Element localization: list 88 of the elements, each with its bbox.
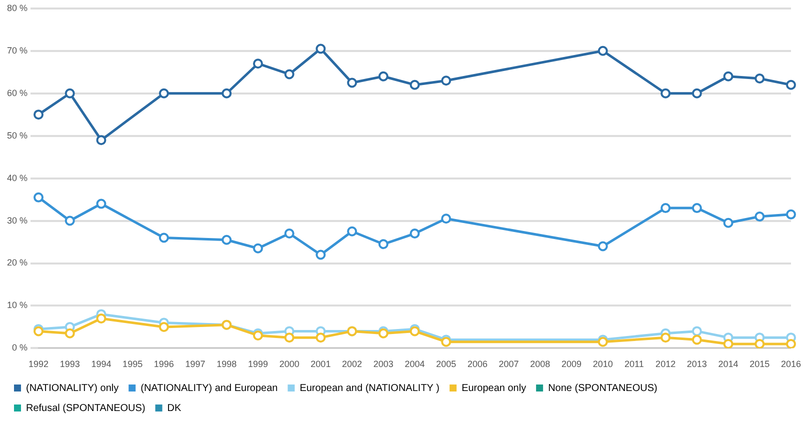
point bbox=[34, 192, 44, 202]
point bbox=[441, 214, 452, 224]
legend-label: None (SPONTANEOUS) bbox=[548, 382, 658, 394]
point bbox=[441, 76, 452, 86]
legend-label: (NATIONALITY) and European bbox=[140, 382, 278, 394]
point bbox=[660, 88, 671, 98]
legend-label: Refusal (SPONTANEOUS) bbox=[26, 402, 146, 414]
point bbox=[598, 241, 608, 252]
point bbox=[692, 334, 702, 345]
point bbox=[378, 239, 388, 250]
point bbox=[410, 80, 420, 90]
x-tick-label: 1999 bbox=[248, 359, 268, 370]
point bbox=[64, 216, 75, 226]
x-tick-label: 2007 bbox=[498, 359, 519, 370]
point bbox=[723, 71, 734, 82]
point bbox=[222, 88, 232, 98]
point bbox=[158, 322, 169, 332]
point bbox=[410, 228, 420, 239]
x-tick-label: 1994 bbox=[91, 359, 112, 370]
x-tick-label: 2002 bbox=[342, 359, 362, 370]
x-tick-label: 2012 bbox=[656, 359, 676, 370]
point bbox=[660, 332, 671, 343]
point bbox=[158, 232, 169, 243]
y-tick-label: 30 % bbox=[7, 215, 28, 226]
x-tick-label: 2016 bbox=[780, 359, 802, 370]
point bbox=[96, 135, 106, 146]
legend-label: DK bbox=[167, 402, 182, 414]
x-tick-label: 2001 bbox=[310, 359, 331, 370]
point bbox=[316, 332, 326, 343]
x-tick-label: 1993 bbox=[60, 359, 80, 370]
point bbox=[252, 243, 263, 254]
x-tick-label: 2011 bbox=[624, 359, 644, 370]
point bbox=[754, 338, 765, 348]
x-tick-label: 2004 bbox=[404, 359, 425, 370]
point bbox=[660, 203, 671, 214]
point bbox=[316, 250, 326, 260]
point bbox=[598, 46, 608, 56]
point bbox=[158, 88, 169, 98]
y-tick-label: 80 % bbox=[7, 2, 28, 13]
x-tick-label: 1998 bbox=[216, 359, 237, 370]
point bbox=[692, 203, 702, 214]
point bbox=[786, 338, 796, 348]
x-tick-label: 2013 bbox=[686, 359, 707, 370]
x-tick-label: 2010 bbox=[592, 359, 613, 370]
point bbox=[34, 110, 44, 120]
point bbox=[252, 58, 263, 69]
y-tick-label: 10 % bbox=[7, 300, 28, 310]
point bbox=[692, 326, 702, 336]
x-tick-label: 2006 bbox=[467, 359, 488, 370]
point bbox=[723, 218, 734, 228]
point bbox=[378, 71, 388, 82]
point bbox=[316, 44, 326, 54]
point bbox=[786, 80, 796, 90]
point bbox=[284, 228, 294, 239]
point bbox=[222, 234, 232, 245]
x-tick-label: 2000 bbox=[279, 359, 300, 370]
point bbox=[96, 313, 106, 324]
legend-label: European only bbox=[462, 382, 526, 394]
point bbox=[786, 209, 796, 220]
point bbox=[347, 226, 358, 236]
point bbox=[64, 328, 75, 338]
x-tick-label: 1992 bbox=[28, 359, 49, 370]
legend-label: (NATIONALITY) only bbox=[26, 382, 119, 394]
x-tick-label: 2005 bbox=[436, 359, 456, 370]
y-tick-label: 20 % bbox=[7, 258, 28, 268]
point bbox=[284, 332, 294, 343]
x-tick-label: 1997 bbox=[185, 359, 206, 370]
y-tick-label: 0 % bbox=[12, 342, 28, 353]
x-tick-label: 1995 bbox=[122, 359, 143, 370]
x-tick-label: 2003 bbox=[373, 359, 394, 370]
x-tick-label: 2009 bbox=[562, 359, 582, 370]
y-tick-label: 70 % bbox=[7, 45, 28, 56]
point bbox=[284, 69, 294, 80]
x-tick-label: 2014 bbox=[718, 359, 738, 370]
point bbox=[692, 88, 702, 98]
point bbox=[754, 212, 765, 222]
y-tick-label: 60 % bbox=[7, 88, 28, 98]
x-tick-label: 2008 bbox=[530, 359, 550, 370]
point bbox=[723, 338, 734, 348]
x-tick-label: 2015 bbox=[750, 359, 770, 370]
legend-label: European and (NATIONALITY ) bbox=[300, 382, 440, 394]
y-tick-label: 50 % bbox=[7, 130, 28, 140]
point bbox=[347, 78, 358, 88]
point bbox=[96, 198, 106, 209]
x-tick-label: 1996 bbox=[154, 359, 174, 370]
point bbox=[754, 73, 765, 84]
y-tick-label: 40 % bbox=[7, 172, 28, 183]
point bbox=[64, 88, 75, 98]
